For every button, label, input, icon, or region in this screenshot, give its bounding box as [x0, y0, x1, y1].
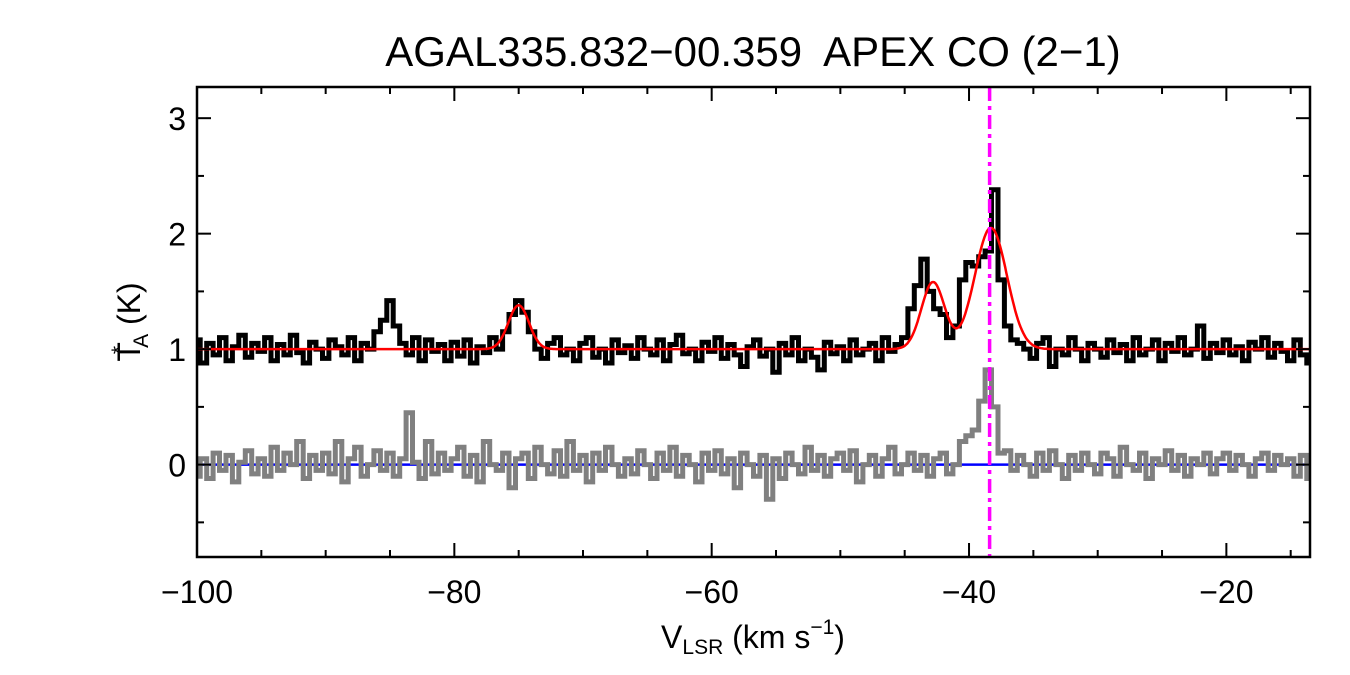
- spectrum-histogram: [197, 187, 1310, 375]
- y-axis-label: T*A (K): [108, 282, 153, 361]
- x-tick-labels: −100 −80 −60 −40 −20: [161, 574, 1254, 610]
- chart-title: AGAL335.832−00.359 APEX CO (2−1): [385, 28, 1121, 75]
- gaussian-fit-line: [197, 226, 1310, 351]
- x-tick-label: −20: [1199, 574, 1253, 610]
- x-tick-label: −40: [942, 574, 996, 610]
- y-tick-label: 3: [168, 101, 186, 137]
- y-tick-label: 0: [168, 448, 186, 484]
- second-spectrum-histogram: [197, 367, 1310, 502]
- y-tick-labels: 0 1 2 3: [168, 101, 186, 483]
- plot-content: [197, 87, 1310, 557]
- x-axis-label: VLSR (km s−1): [661, 616, 845, 659]
- plot-area: [195, 85, 1312, 559]
- y-tick-label: 1: [168, 332, 186, 368]
- x-tick-label: −100: [161, 574, 233, 610]
- plot-frame: [195, 85, 1312, 559]
- x-tick-label: −60: [685, 574, 739, 610]
- y-tick-label: 2: [168, 217, 186, 253]
- x-tick-label: −80: [427, 574, 481, 610]
